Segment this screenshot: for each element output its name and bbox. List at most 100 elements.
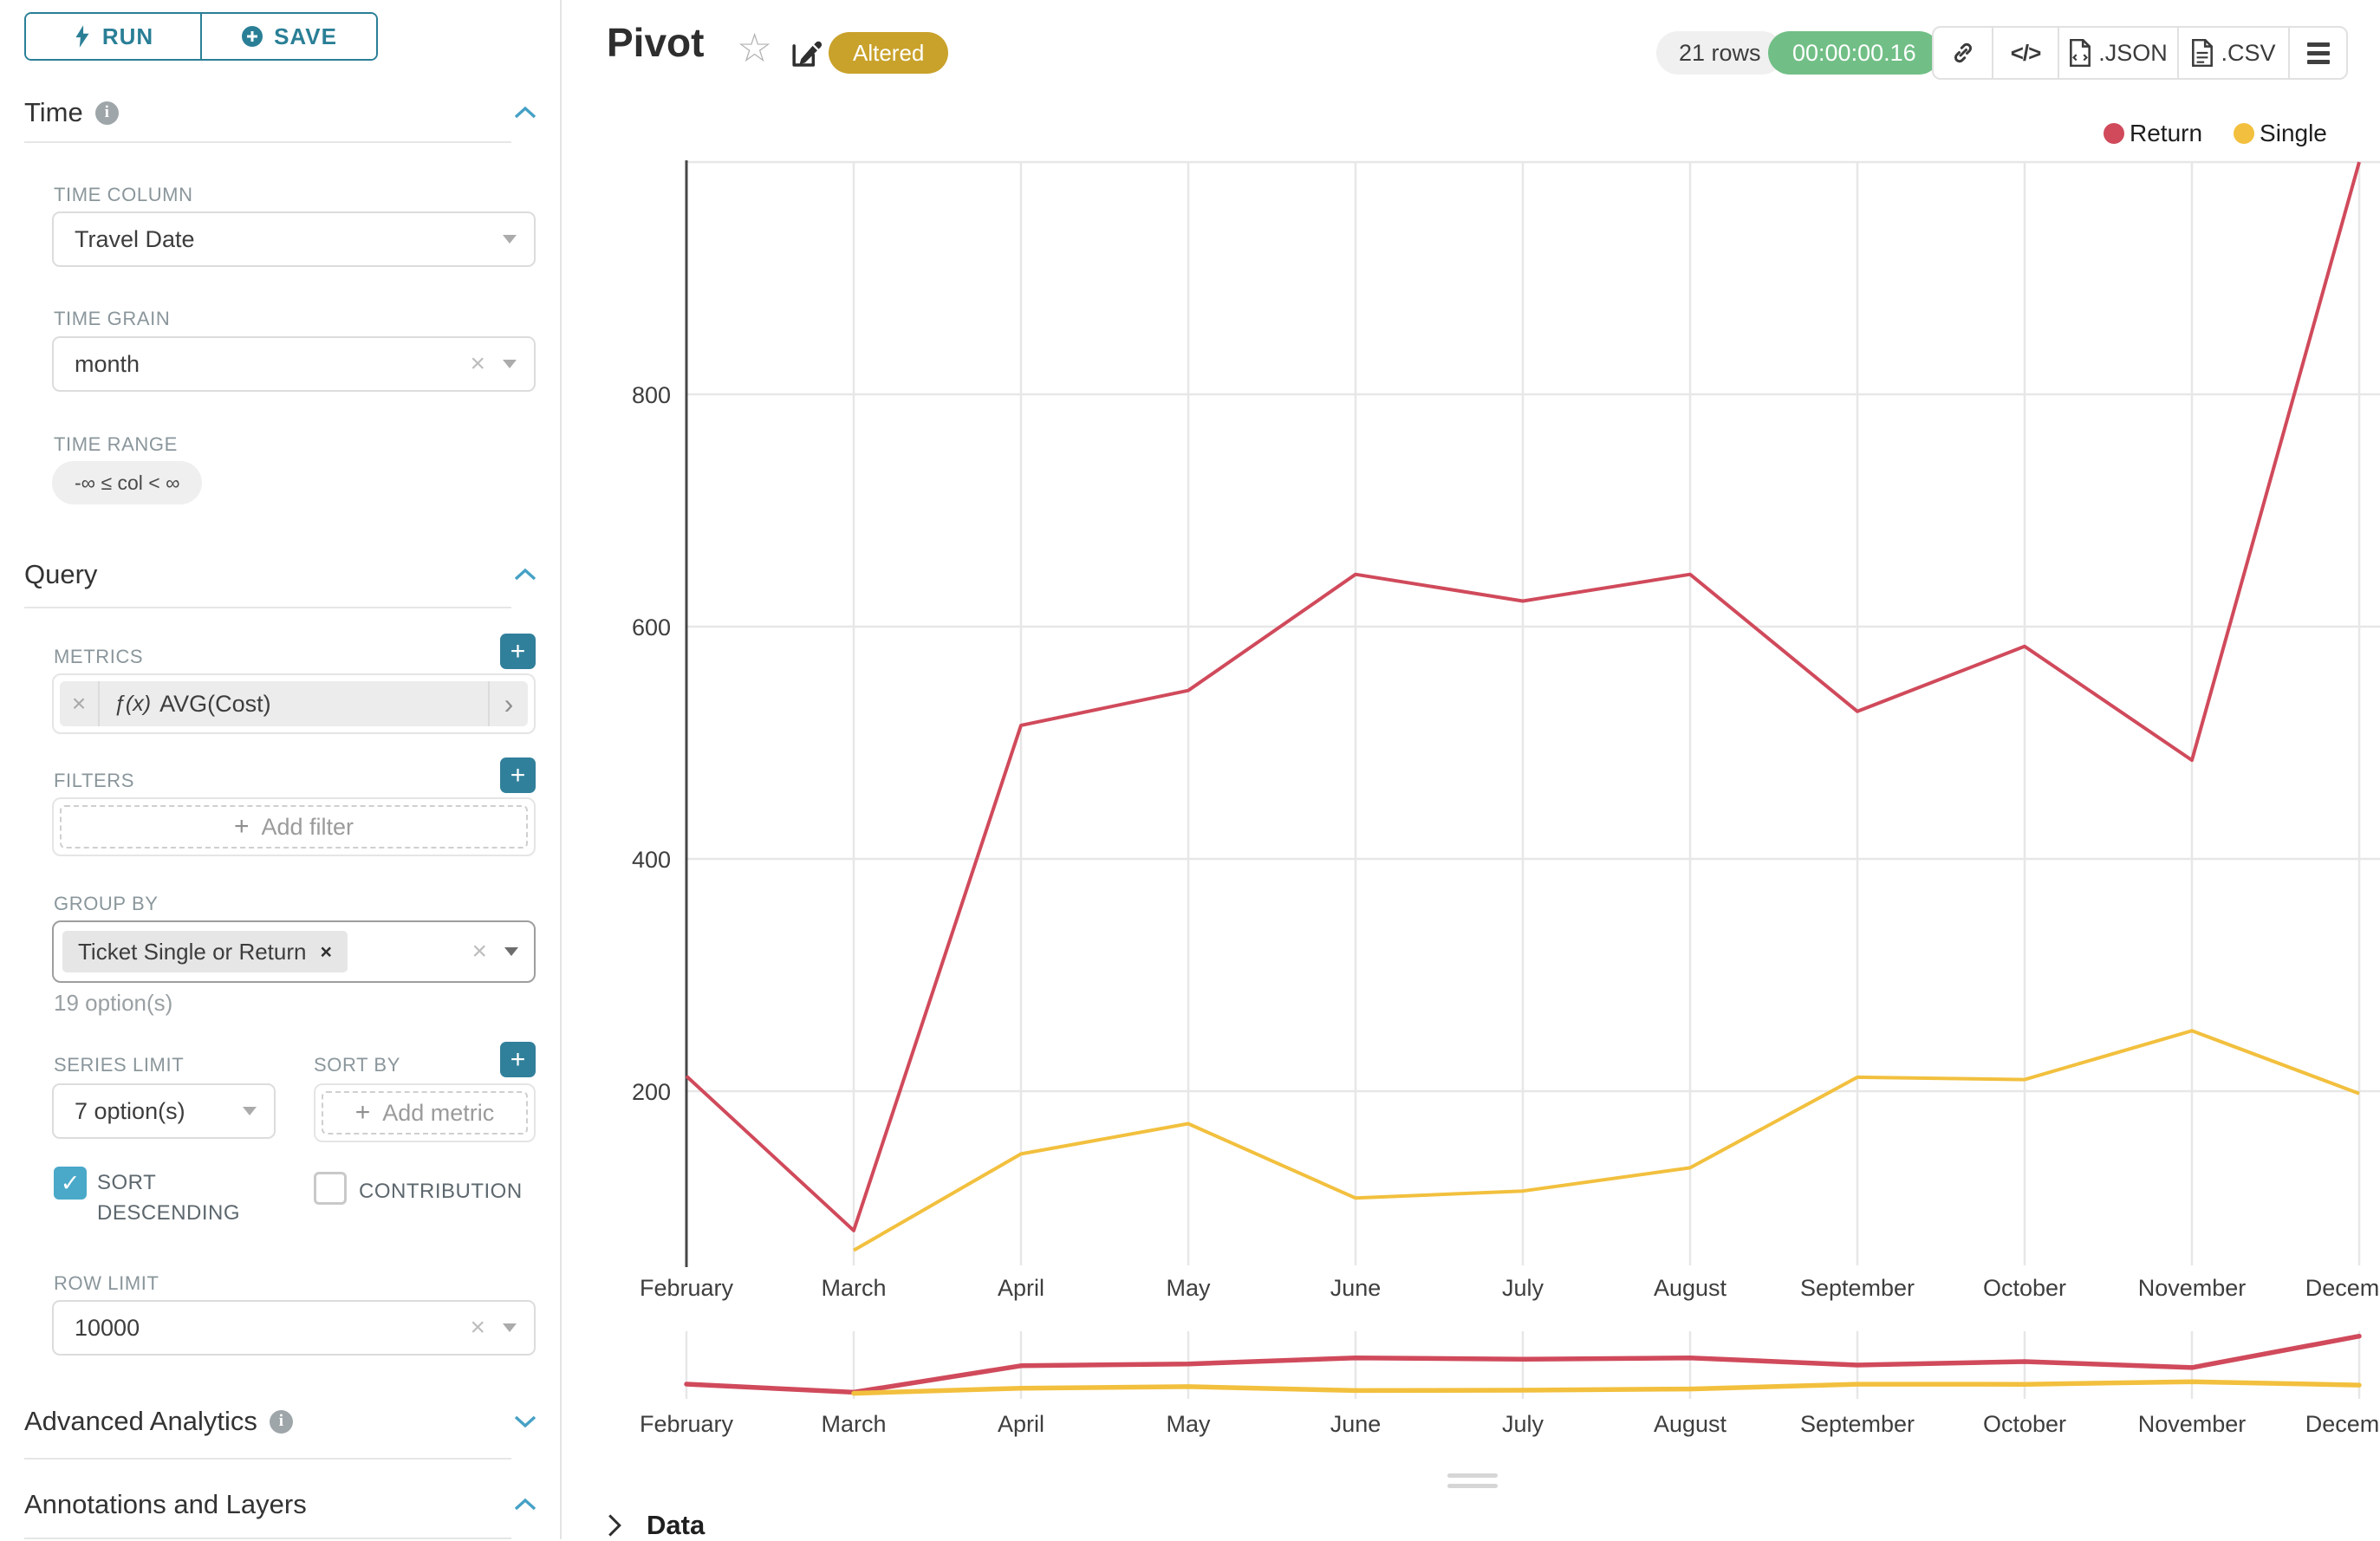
legend-dot-icon — [2234, 123, 2254, 144]
caret-down-icon — [503, 1323, 517, 1332]
time-column-select[interactable]: Travel Date — [52, 211, 536, 267]
export-csv-button[interactable]: .CSV — [2177, 28, 2288, 78]
export-toolbar: </> .JSON .CSV — [1932, 26, 2348, 80]
caret-down-icon — [243, 1107, 257, 1115]
menu-icon — [2307, 42, 2330, 64]
chart-legend: Return Single — [2104, 120, 2327, 147]
row-limit-label: ROW LIMIT — [54, 1272, 159, 1295]
svg-text:April: April — [998, 1275, 1044, 1301]
svg-text:600: 600 — [632, 614, 671, 640]
sort-descending-checkbox[interactable]: ✓ — [54, 1167, 87, 1200]
add-metric-button[interactable]: + — [500, 634, 536, 669]
legend-label: Single — [2260, 120, 2327, 147]
legend-dot-icon — [2104, 123, 2124, 144]
filters-box: + Add filter — [52, 797, 536, 856]
group-by-tag: Ticket Single or Return × — [62, 931, 348, 972]
chevron-up-icon[interactable] — [513, 568, 537, 582]
svg-text:November: November — [2138, 1411, 2247, 1437]
group-by-select[interactable]: Ticket Single or Return × × — [52, 920, 536, 983]
row-limit-value: 10000 — [75, 1315, 140, 1342]
time-grain-select[interactable]: month × — [52, 336, 536, 392]
add-sort-metric-plus-button[interactable]: + — [500, 1042, 536, 1077]
plus-icon: + — [510, 1047, 526, 1073]
time-range-pill[interactable]: -∞ ≤ col < ∞ — [52, 461, 202, 504]
svg-text:June: June — [1330, 1275, 1382, 1301]
data-panel-toggle[interactable]: Data — [605, 1510, 705, 1541]
save-button[interactable]: SAVE — [200, 14, 376, 59]
svg-text:August: August — [1654, 1411, 1727, 1437]
chevron-up-icon[interactable] — [513, 106, 537, 120]
add-filter-button[interactable]: + Add filter — [60, 805, 528, 849]
remove-tag-icon[interactable]: × — [320, 940, 331, 964]
svg-text:October: October — [1983, 1411, 2066, 1437]
export-json-button[interactable]: .JSON — [2058, 28, 2177, 78]
series-limit-label: SERIES LIMIT — [54, 1054, 184, 1076]
legend-item-return[interactable]: Return — [2104, 120, 2202, 147]
control-panel: RUN SAVE Time i TIME COLUMN Travel Date … — [0, 0, 562, 1539]
caret-down-icon — [503, 360, 517, 368]
share-link-button[interactable] — [1934, 28, 1992, 78]
embed-code-button[interactable]: </> — [1992, 28, 2058, 78]
svg-text:March: March — [821, 1411, 886, 1437]
panel-resize-handle[interactable] — [1447, 1473, 1498, 1494]
edit-icon[interactable] — [787, 35, 823, 75]
time-column-value: Travel Date — [75, 226, 195, 253]
altered-badge-label: Altered — [853, 40, 924, 67]
run-button[interactable]: RUN — [26, 14, 200, 59]
save-label: SAVE — [274, 23, 337, 50]
time-range-value: -∞ ≤ col < ∞ — [75, 471, 179, 495]
function-icon: ƒ(x) — [114, 692, 151, 717]
sort-by-label: SORT BY — [314, 1054, 400, 1076]
advanced-analytics-title: Advanced Analytics — [24, 1406, 257, 1437]
advanced-analytics-header[interactable]: Advanced Analytics i — [24, 1406, 537, 1437]
star-icon[interactable]: ☆ — [737, 24, 772, 71]
info-icon[interactable]: i — [270, 1410, 293, 1434]
metric-value: AVG(Cost) — [159, 691, 271, 718]
plus-icon: + — [234, 812, 250, 842]
export-json-label: .JSON — [2098, 40, 2168, 67]
svg-text:400: 400 — [632, 847, 671, 873]
svg-text:February: February — [640, 1411, 734, 1437]
chevron-down-icon[interactable] — [513, 1414, 537, 1428]
remove-metric-icon[interactable]: × — [60, 681, 100, 726]
time-section-header[interactable]: Time i — [24, 97, 537, 128]
plus-icon: + — [510, 639, 526, 665]
file-icon — [2069, 39, 2091, 67]
plus-icon: + — [355, 1098, 371, 1128]
code-icon: </> — [2011, 40, 2041, 67]
svg-text:800: 800 — [632, 382, 671, 408]
caret-down-icon — [504, 947, 518, 956]
legend-item-single[interactable]: Single — [2234, 120, 2327, 147]
link-icon — [1950, 40, 1976, 66]
plus-circle-icon — [241, 25, 263, 48]
add-sort-metric-button[interactable]: + Add metric — [322, 1091, 528, 1135]
svg-text:April: April — [998, 1411, 1044, 1437]
info-icon[interactable]: i — [95, 101, 119, 125]
query-section-header[interactable]: Query — [24, 559, 537, 590]
clear-icon[interactable]: × — [471, 939, 487, 965]
row-limit-select[interactable]: 10000 × — [52, 1300, 536, 1356]
contribution-checkbox[interactable] — [314, 1172, 347, 1205]
metrics-label: METRICS — [54, 646, 143, 668]
metric-pill[interactable]: × ƒ(x) AVG(Cost) › — [60, 681, 528, 726]
add-filter-label: Add filter — [261, 814, 354, 841]
add-filter-plus-button[interactable]: + — [500, 757, 536, 793]
chevron-up-icon[interactable] — [513, 1498, 537, 1512]
caret-down-icon — [503, 235, 517, 244]
svg-text:May: May — [1166, 1411, 1211, 1437]
clear-icon[interactable]: × — [470, 1315, 485, 1341]
series-limit-select[interactable]: 7 option(s) — [52, 1083, 276, 1139]
bolt-icon — [73, 24, 92, 49]
sort-descending-label: SORT DESCENDING — [97, 1168, 244, 1229]
clear-icon[interactable]: × — [470, 351, 485, 377]
run-label: RUN — [102, 23, 153, 50]
add-metric-label: Add metric — [382, 1100, 494, 1127]
row-count-badge: 21 rows — [1656, 31, 1784, 75]
metrics-box: × ƒ(x) AVG(Cost) › — [52, 673, 536, 734]
chevron-right-icon[interactable]: › — [488, 681, 528, 726]
altered-badge[interactable]: Altered — [829, 32, 948, 74]
chart-menu-button[interactable] — [2288, 28, 2346, 78]
page-title: Pivot — [607, 19, 704, 66]
annotations-header[interactable]: Annotations and Layers — [24, 1489, 537, 1520]
time-range-label: TIME RANGE — [54, 433, 178, 456]
